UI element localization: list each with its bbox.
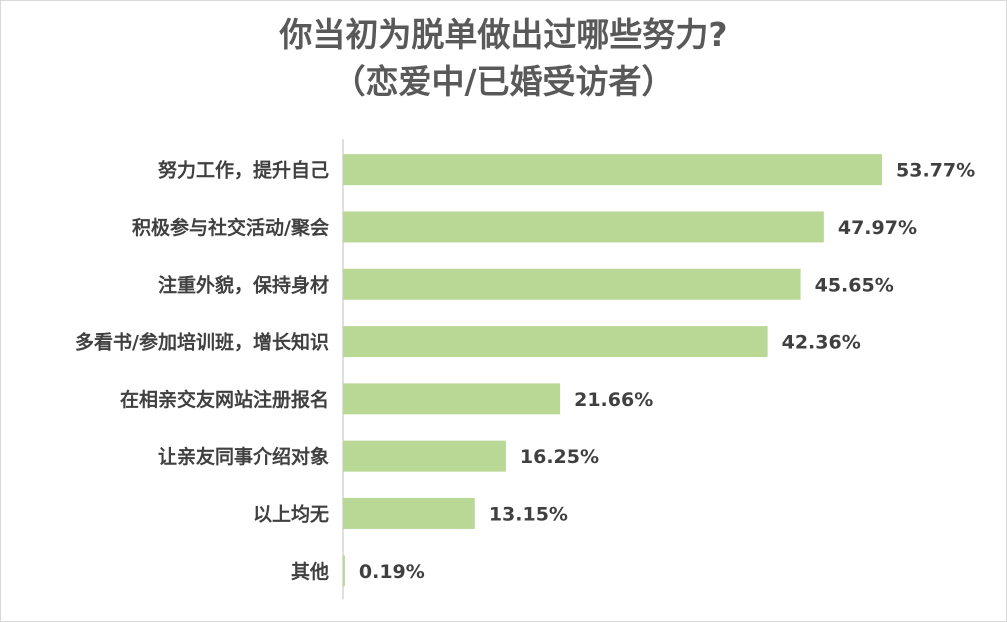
bar: [343, 555, 345, 587]
data-label: 47.97%: [838, 217, 917, 239]
data-label: 42.36%: [782, 332, 861, 354]
data-label: 21.66%: [574, 389, 653, 411]
data-label: 0.19%: [359, 561, 425, 583]
category-label: 让亲友同事介绍对象: [158, 445, 329, 468]
bar: [343, 154, 882, 186]
chart-title-block: 你当初为脱单做出过哪些努力? （恋爱中/已婚受访者）: [1, 11, 1006, 105]
category-label: 注重外貌，保持身材: [158, 273, 329, 296]
bar: [343, 440, 506, 472]
chart-title: 你当初为脱单做出过哪些努力?: [279, 15, 728, 54]
data-label: 16.25%: [520, 446, 599, 468]
bar: [343, 268, 801, 300]
category-label: 积极参与社交活动/聚会: [132, 216, 329, 239]
category-label: 其他: [291, 560, 329, 583]
data-label: 13.15%: [489, 503, 568, 525]
bar: [343, 497, 475, 529]
category-label: 以上均无: [253, 502, 329, 525]
chart-subtitle: （恋爱中/已婚受访者）: [332, 62, 675, 101]
category-label: 多看书/参加培训班，增长知识: [75, 331, 329, 354]
bar: [343, 383, 561, 415]
data-label: 53.77%: [896, 160, 975, 182]
bar: [343, 326, 768, 358]
category-label: 在相亲交友网站注册报名: [120, 388, 329, 411]
category-label: 努力工作，提升自己: [158, 159, 329, 182]
bar: [343, 211, 824, 243]
data-label: 45.65%: [815, 274, 894, 296]
